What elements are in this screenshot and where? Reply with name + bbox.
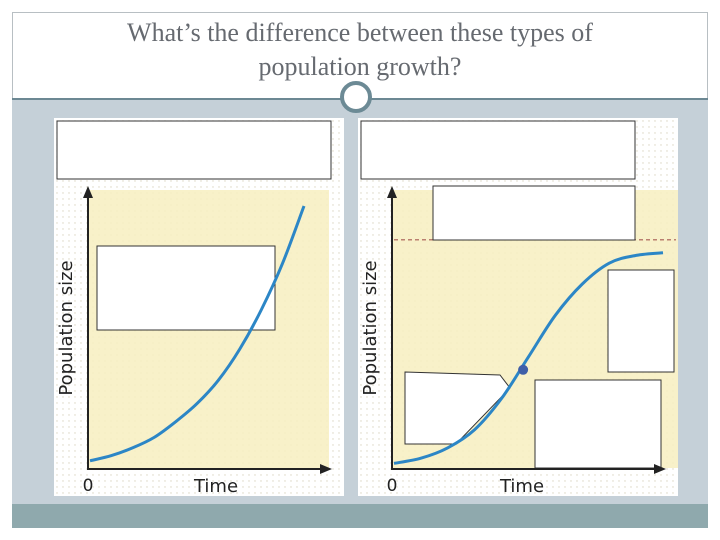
label-box-left-pointer: [404, 371, 511, 445]
exponential-curve: [89, 205, 306, 463]
slide-title: What’s the difference between these type…: [0, 16, 720, 84]
label-box-middle: [96, 245, 276, 331]
slide-title-line-2: population growth?: [258, 52, 462, 81]
label-box-bottom-right: [534, 379, 662, 469]
slide-title-line-1: What’s the difference between these type…: [127, 18, 593, 47]
label-box-top: [56, 120, 332, 180]
x-axis-arrow: [320, 464, 332, 474]
y-axis-label: Population size: [56, 260, 77, 395]
x-axis-arrow: [654, 464, 666, 474]
slide-connector-ring: [340, 81, 372, 113]
y-axis-arrow: [387, 186, 397, 198]
x-axis-label: Time: [193, 476, 238, 496]
label-box-right: [607, 269, 675, 373]
logistic-chart: 0 Time Population size: [358, 118, 678, 496]
y-axis-label: Population size: [360, 260, 381, 395]
bottom-bar: [12, 504, 708, 528]
x-axis-label: Time: [499, 476, 544, 496]
label-box-top: [360, 120, 636, 180]
exponential-chart-panel: 0 Time Population size: [54, 118, 344, 496]
logistic-curve: [393, 251, 664, 465]
logistic-chart-panel: 0 Time Population size: [358, 118, 678, 496]
x-tick-label-0: 0: [387, 476, 398, 496]
inflection-point: [518, 364, 529, 375]
x-tick-label-0: 0: [83, 476, 94, 496]
y-axis-arrow: [83, 186, 93, 198]
label-box-carrying-capacity: [432, 185, 636, 241]
exponential-chart: 0 Time Population size: [54, 118, 344, 496]
